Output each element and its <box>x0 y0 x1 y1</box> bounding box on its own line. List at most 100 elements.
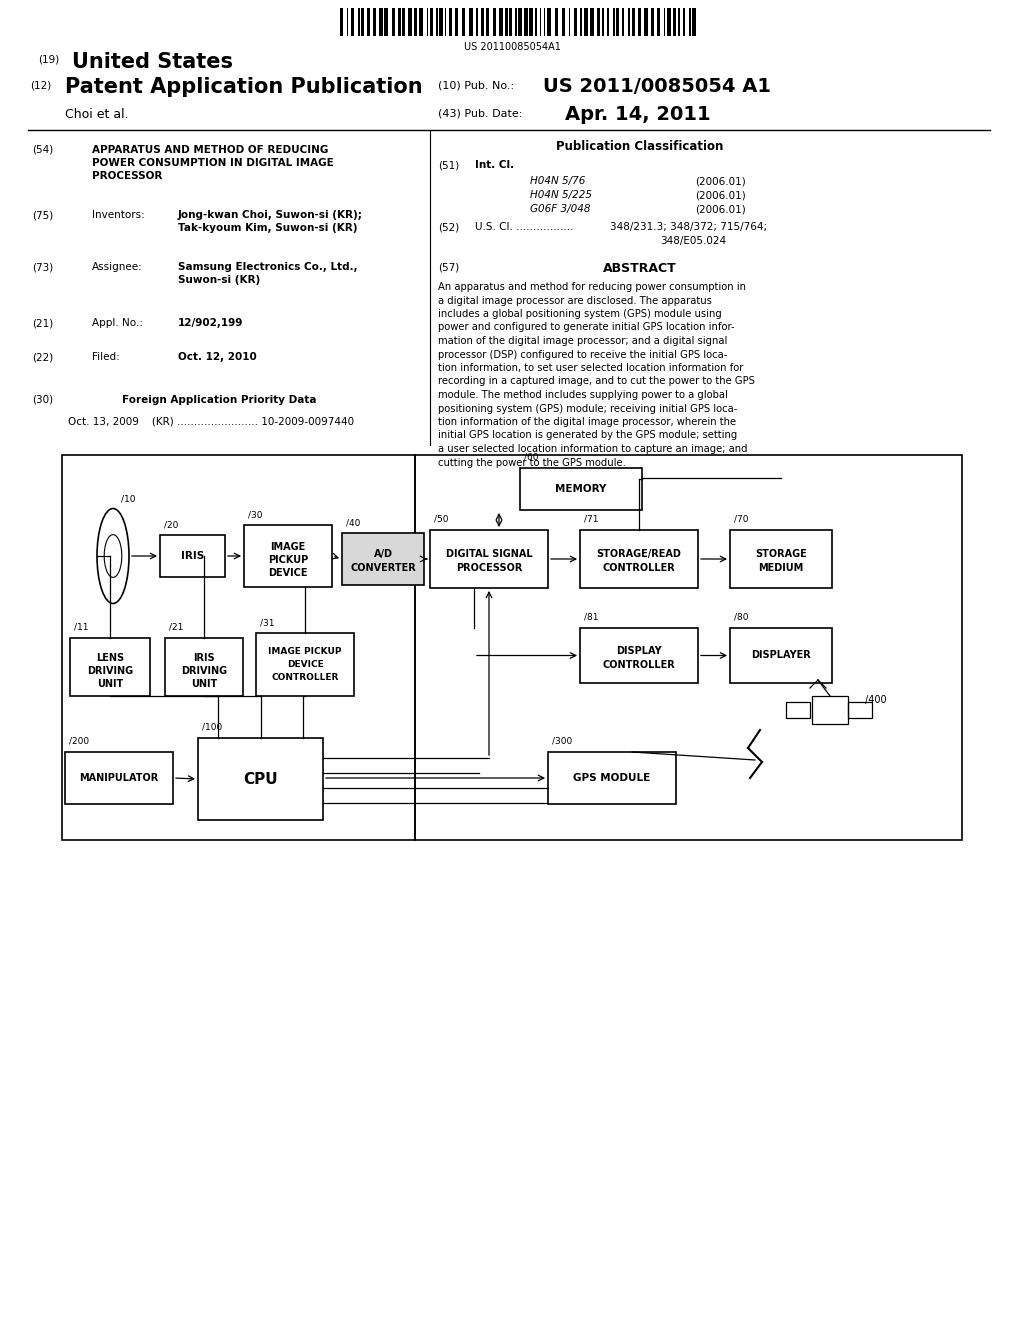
Bar <box>692 8 696 36</box>
Text: Publication Classification: Publication Classification <box>556 140 724 153</box>
Text: /70: /70 <box>734 515 749 524</box>
Text: ABSTRACT: ABSTRACT <box>603 261 677 275</box>
Bar <box>562 8 565 36</box>
Text: (2006.01): (2006.01) <box>695 176 745 186</box>
Bar <box>678 8 680 36</box>
Text: cutting the power to the GPS module.: cutting the power to the GPS module. <box>438 458 626 467</box>
Text: /100: /100 <box>202 723 222 733</box>
Bar <box>573 8 577 36</box>
Bar <box>450 8 453 36</box>
Text: positioning system (GPS) module; receiving initial GPS loca-: positioning system (GPS) module; receivi… <box>438 404 737 413</box>
Bar <box>544 8 545 36</box>
Text: IRIS: IRIS <box>194 653 215 663</box>
Text: CPU: CPU <box>243 771 278 787</box>
Bar <box>548 8 551 36</box>
Bar <box>456 8 458 36</box>
Text: Inventors:: Inventors: <box>92 210 144 220</box>
Text: H04N 5/225: H04N 5/225 <box>530 190 592 201</box>
Text: 348/231.3; 348/372; 715/764;: 348/231.3; 348/372; 715/764; <box>610 222 767 232</box>
Text: (75): (75) <box>32 210 53 220</box>
Text: (30): (30) <box>32 395 53 405</box>
Text: Oct. 12, 2010: Oct. 12, 2010 <box>178 352 257 362</box>
Bar <box>580 628 698 682</box>
Text: United States: United States <box>72 51 233 73</box>
Bar <box>812 696 848 723</box>
Text: /50: /50 <box>434 515 449 524</box>
Bar <box>580 8 583 36</box>
Text: /21: /21 <box>169 623 183 632</box>
Text: Assignee:: Assignee: <box>92 261 142 272</box>
Bar <box>612 8 615 36</box>
Bar <box>485 8 488 36</box>
Text: A/D: A/D <box>374 549 392 558</box>
Bar <box>584 8 588 36</box>
Text: An apparatus and method for reducing power consumption in: An apparatus and method for reducing pow… <box>438 282 746 292</box>
Bar <box>361 8 365 36</box>
Bar <box>668 8 671 36</box>
Text: DEVICE: DEVICE <box>287 660 324 669</box>
Bar <box>555 8 558 36</box>
Text: (19): (19) <box>38 55 59 65</box>
Bar <box>384 8 388 36</box>
Text: PROCESSOR: PROCESSOR <box>456 564 522 573</box>
Bar <box>419 8 423 36</box>
Bar <box>673 8 677 36</box>
Text: (21): (21) <box>32 318 53 327</box>
Text: Samsung Electronics Co., Ltd.,: Samsung Electronics Co., Ltd., <box>178 261 357 272</box>
Text: PROCESSOR: PROCESSOR <box>92 172 163 181</box>
Text: DISPLAY: DISPLAY <box>616 645 662 656</box>
Text: IRIS: IRIS <box>181 550 204 561</box>
Text: mation of the digital image processor; and a digital signal: mation of the digital image processor; a… <box>438 337 727 346</box>
Bar <box>427 8 428 36</box>
Text: module. The method includes supplying power to a global: module. The method includes supplying po… <box>438 389 728 400</box>
Text: CONTROLLER: CONTROLLER <box>271 673 339 682</box>
Text: US 2011/0085054 A1: US 2011/0085054 A1 <box>543 77 771 96</box>
Bar <box>580 531 698 587</box>
Bar <box>351 8 354 36</box>
Bar <box>476 8 478 36</box>
Bar <box>639 8 641 36</box>
Bar <box>515 8 517 36</box>
Text: power and configured to generate initial GPS location infor-: power and configured to generate initial… <box>438 322 734 333</box>
Text: (12): (12) <box>30 81 51 90</box>
Text: UNIT: UNIT <box>190 678 217 689</box>
Bar <box>650 8 654 36</box>
Bar <box>590 8 594 36</box>
Bar <box>367 8 370 36</box>
Bar <box>505 8 508 36</box>
Text: STORAGE/READ: STORAGE/READ <box>597 549 681 558</box>
Bar <box>616 8 620 36</box>
Bar <box>622 8 624 36</box>
Text: Patent Application Publication: Patent Application Publication <box>65 77 423 96</box>
Text: processor (DSP) configured to receive the initial GPS loca-: processor (DSP) configured to receive th… <box>438 350 727 359</box>
Bar <box>70 638 150 696</box>
Text: (73): (73) <box>32 261 53 272</box>
Bar <box>848 702 872 718</box>
Text: U.S. Cl. .................: U.S. Cl. ................. <box>475 222 573 232</box>
Bar <box>244 525 332 587</box>
Bar <box>786 702 810 718</box>
Text: (2006.01): (2006.01) <box>695 190 745 201</box>
Bar <box>415 8 417 36</box>
Text: (22): (22) <box>32 352 53 362</box>
Bar <box>628 8 630 36</box>
Text: recording in a captured image, and to cut the power to the GPS: recording in a captured image, and to cu… <box>438 376 755 387</box>
Text: DISPLAYER: DISPLAYER <box>752 651 811 660</box>
Text: STORAGE: STORAGE <box>755 549 807 558</box>
Text: DRIVING: DRIVING <box>87 667 133 676</box>
Bar <box>493 8 496 36</box>
Text: CONVERTER: CONVERTER <box>350 564 416 573</box>
Bar <box>430 531 548 587</box>
Bar <box>730 628 831 682</box>
Bar <box>730 531 831 587</box>
Bar <box>462 8 465 36</box>
Text: Jong-kwan Choi, Suwon-si (KR);: Jong-kwan Choi, Suwon-si (KR); <box>178 210 362 220</box>
Text: MEMORY: MEMORY <box>555 484 606 494</box>
Bar <box>444 8 446 36</box>
Text: PICKUP: PICKUP <box>268 554 308 565</box>
Text: DRIVING: DRIVING <box>181 667 227 676</box>
Bar <box>439 8 443 36</box>
Text: Apr. 14, 2011: Apr. 14, 2011 <box>565 106 711 124</box>
Bar <box>664 8 665 36</box>
Text: /71: /71 <box>584 515 598 524</box>
